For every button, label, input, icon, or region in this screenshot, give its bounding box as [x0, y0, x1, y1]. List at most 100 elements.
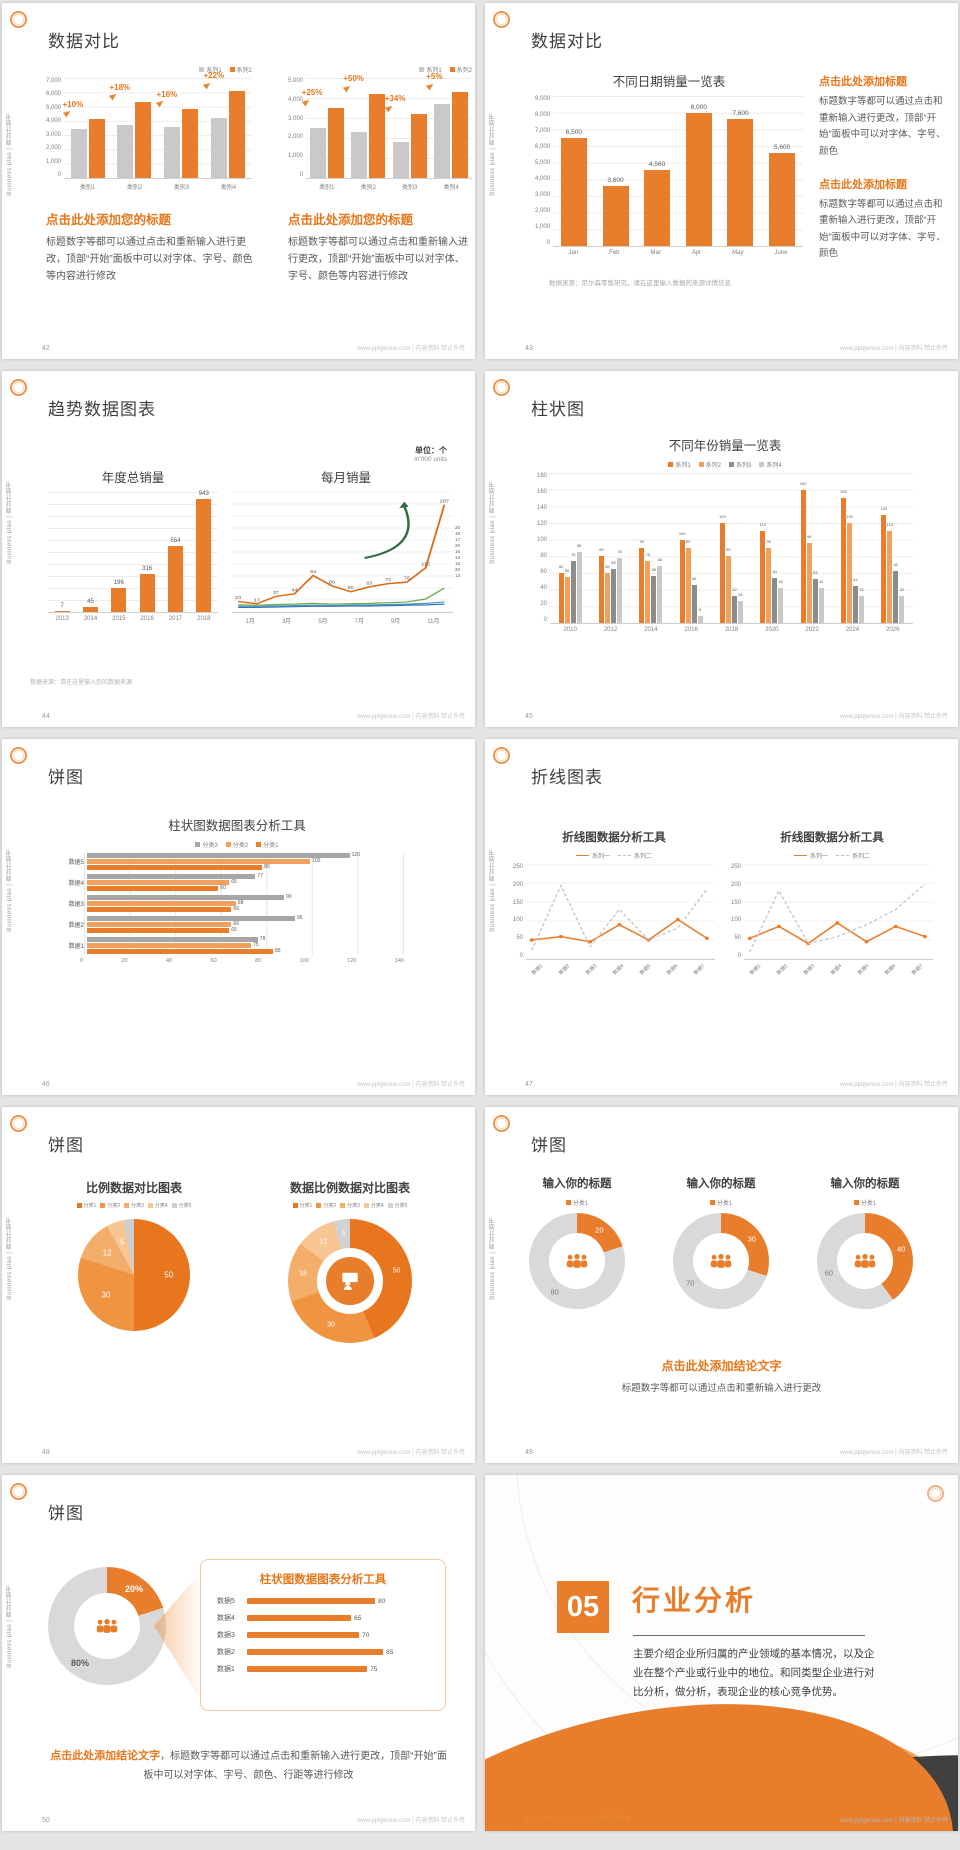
- page-number: 51: [525, 1817, 533, 1824]
- placeholder-heading: 点击此处添加您的标题: [288, 213, 414, 227]
- bar-list-chart: 柱状图数据图表分析工具 数据5 80 数据4 65 数据3 70 数据2 85 数据1 75: [217, 1574, 394, 1673]
- watermark: www.pptgenius.com | 内容资料 禁止外传: [357, 1450, 465, 1456]
- text-column: 点击此处添加标题 标题数字等都可以通过点击和重新输入进行更改，顶部“开始”面板中…: [819, 73, 951, 263]
- donut-hole: [317, 1248, 383, 1314]
- slide-50-thumbnail[interactable]: Business plan | 商业计划书 饼图 20% 80% 柱状图数据图表分…: [2, 1475, 475, 1831]
- page-number: 50: [42, 1817, 50, 1824]
- page-number: 44: [42, 713, 50, 720]
- slide-44-thumbnail[interactable]: Business plan | 商业计划书 趋势数据图表 单位：个 in'000…: [2, 371, 475, 727]
- logo-icon: [10, 1483, 27, 1500]
- watermark: www.pptgenius.com | 内容资料 禁止外传: [840, 714, 948, 720]
- placeholder-body: 标题数字等都可以通过点击和重新输入进行更改，顶部“开始”面板中可以对字体、字号、…: [46, 237, 253, 282]
- donut-chart-30: 分类1 30 70: [651, 1198, 791, 1309]
- donut-hole: [837, 1233, 893, 1289]
- chart-title: 数据比例数据对比图表: [289, 1181, 410, 1195]
- svg-text:287: 287: [440, 499, 449, 504]
- sidebar-vertical-text: Business plan | 商业计划书: [490, 1217, 496, 1300]
- svg-text:17: 17: [254, 598, 260, 603]
- placeholder-body: 标题数字等都可以通过点击和重新输入进行更改，顶部“开始”面板中可以对字体、字号、…: [819, 96, 946, 157]
- slide-49-thumbnail[interactable]: Business plan | 商业计划书 饼图 输入你的标题 分类1 20 80 …: [485, 1107, 958, 1463]
- sidebar-vertical-text: Business plan | 商业计划书: [490, 849, 496, 932]
- conclusion-body: 标题数字等都可以通过点击和重新输入进行更改: [621, 1383, 822, 1394]
- donut-hole: [693, 1233, 749, 1289]
- slide-46-thumbnail[interactable]: Business plan | 商业计划书 饼图 柱状图数据图表分析工具 分类3 分…: [2, 739, 475, 1095]
- slide-title: 柱状图: [531, 400, 585, 419]
- svg-text:115: 115: [421, 562, 430, 567]
- logo-icon: [493, 11, 510, 28]
- sidebar-vertical-text: Business plan | 商业计划书: [490, 113, 496, 196]
- sidebar-vertical-text: Business plan | 商业计划书: [7, 481, 13, 564]
- slide-title: 数据对比: [531, 32, 603, 51]
- conclusion-block: 点击此处添加结论文字 标题数字等都可以通过点击和重新输入进行更改: [485, 1357, 958, 1397]
- sidebar-vertical-text: Business plan | 商业计划书: [7, 1217, 13, 1300]
- multi-series-column-chart: 不同年份销量一览表 系列1 系列2 系列3 系列4 180 160 140 120 100 80 60…: [537, 435, 913, 633]
- unit-label-en: in'000 units: [414, 456, 447, 463]
- placeholder-heading: 点击此处添加标题: [819, 178, 907, 191]
- unit-label-cn: 单位：个: [415, 446, 447, 455]
- slide-48-thumbnail[interactable]: Business plan | 商业计划书 饼图 比例数据对比图表 分类1 分类…: [2, 1107, 475, 1463]
- slide-47-thumbnail[interactable]: Business plan | 商业计划书 折线图表 折线图数据分析工具 系列一系…: [485, 739, 958, 1095]
- data-source-note: 数据来源：尼尔森零售研究，请在这里输入数据的来源详情信息: [549, 280, 731, 287]
- slide-45-thumbnail[interactable]: Business plan | 商业计划书 柱状图 不同年份销量一览表 系列1 系列…: [485, 371, 958, 727]
- people-group-icon: [710, 1254, 732, 1268]
- donut-panel: 输入你的标题 分类1 30 70: [651, 1175, 791, 1309]
- watermark: www.pptgenius.com | 内容资料 禁止外传: [357, 1818, 465, 1824]
- watermark: www.pptgenius.com | 内容资料 禁止外传: [357, 346, 465, 352]
- watermark: www.pptgenius.com | 内容资料 禁止外传: [840, 346, 948, 352]
- panel-heading: 输入你的标题: [542, 1178, 612, 1190]
- svg-text:94: 94: [310, 569, 316, 574]
- line-chart-right: 折线图数据分析工具 系列一 系列二 250 200 150 100 50 0 数据1 数据2 数据3 数…: [731, 829, 933, 978]
- people-group-icon: [96, 1619, 118, 1633]
- slide-43-thumbnail[interactable]: Business plan | 商业计划书 数据对比 不同日期销量一览表 9,00…: [485, 3, 958, 359]
- logo-icon: [493, 1115, 510, 1132]
- pie-legend: 分类1 分类2 分类3 分类4 分类5: [36, 1202, 232, 1209]
- watermark: www.pptgenius.com | 内容资料 禁止外传: [840, 1082, 948, 1088]
- slide-title: 饼图: [48, 768, 84, 787]
- donut-hole: [549, 1233, 605, 1289]
- footer-brand: Business plan | 商业计划书: [543, 1816, 632, 1823]
- svg-text:44: 44: [291, 588, 297, 593]
- sidebar-vertical-text: Business plan | 商业计划书: [7, 1585, 13, 1668]
- page-number: 42: [42, 345, 50, 352]
- conclusion-heading: 点击此处添加结论文字: [50, 1750, 161, 1762]
- slide-title: 饼图: [48, 1504, 84, 1523]
- annual-sales-bar-chart: 年度总销量 7 45 196 316 554 943 2013 2014 2015 2016 2017…: [48, 467, 218, 622]
- panel-heading: 输入你的标题: [686, 1178, 756, 1190]
- presenter-icon: [326, 1257, 374, 1305]
- svg-text:63: 63: [366, 581, 372, 586]
- logo-icon: [493, 747, 510, 764]
- pie-chart-panel: 比例数据对比图表 分类1 分类2 分类3 分类4 分类5 50 30 12 5: [36, 1179, 232, 1331]
- section-body: 主要介绍企业所归属的产业领域的基本情况，以及企业在整个产业或行业中的地位。和同类…: [633, 1648, 875, 1698]
- sales-bar-chart: 不同日期销量一览表 9,000 8,000 7,000 6,000 5,000 4,000 3…: [535, 71, 803, 256]
- slide-42-thumbnail[interactable]: Business plan | 商业计划书 数据对比 系列1 系列2 7,000 6,…: [2, 3, 475, 359]
- sidebar-vertical-text: Business plan | 商业计划书: [7, 849, 13, 932]
- placeholder-body: 标题数字等都可以通过点击和重新输入进行更改，顶部“开始”面板中可以对字体、字号、…: [288, 237, 468, 282]
- donut-hole: [74, 1593, 140, 1659]
- section-title: 行业分析: [632, 1585, 757, 1616]
- page-number: 45: [525, 713, 533, 720]
- svg-text:76: 76: [404, 576, 410, 581]
- pie-chart: 50 30 12 5: [36, 1219, 232, 1331]
- logo-icon: [493, 379, 510, 396]
- divider-line: [633, 1635, 865, 1636]
- logo-icon: [10, 1115, 27, 1132]
- text-block: 点击此处添加标题 标题数字等都可以通过点击和重新输入进行更改，顶部“开始”面板中…: [819, 176, 951, 264]
- sidebar-vertical-text: Business plan | 商业计划书: [7, 113, 13, 196]
- page-number: 48: [42, 1449, 50, 1456]
- logo-icon: [10, 747, 27, 764]
- conclusion-body: ，标题数字等都可以通过点击和重新输入进行更改，顶部“开始”面板中可以对字体、字号…: [143, 1751, 447, 1781]
- slide-51-section-thumbnail[interactable]: 05 行业分析 主要介绍企业所归属的产业领域的基本情况，以及企业在整个产业或行业…: [485, 1475, 958, 1831]
- unit-label: 单位：个 in'000 units: [414, 445, 447, 463]
- slide-title: 折线图表: [531, 768, 603, 787]
- svg-text:23: 23: [235, 595, 241, 600]
- svg-text:72: 72: [385, 578, 391, 583]
- page-number: 49: [525, 1449, 533, 1456]
- conclusion-heading: 点击此处添加结论文字: [661, 1359, 782, 1373]
- section-number: 05: [557, 1581, 609, 1633]
- placeholder-heading: 点击此处添加您的标题: [46, 213, 172, 227]
- text-block: 点击此处添加您的标题 标题数字等都可以通过点击和重新输入进行更改，顶部“开始”面…: [288, 209, 474, 285]
- donut-chart-40: 分类1 40 60: [795, 1198, 935, 1309]
- donut-panel: 输入你的标题 分类1 40 60: [795, 1175, 935, 1309]
- svg-text:66: 66: [329, 580, 335, 585]
- chart-title: 比例数据对比图表: [85, 1181, 182, 1195]
